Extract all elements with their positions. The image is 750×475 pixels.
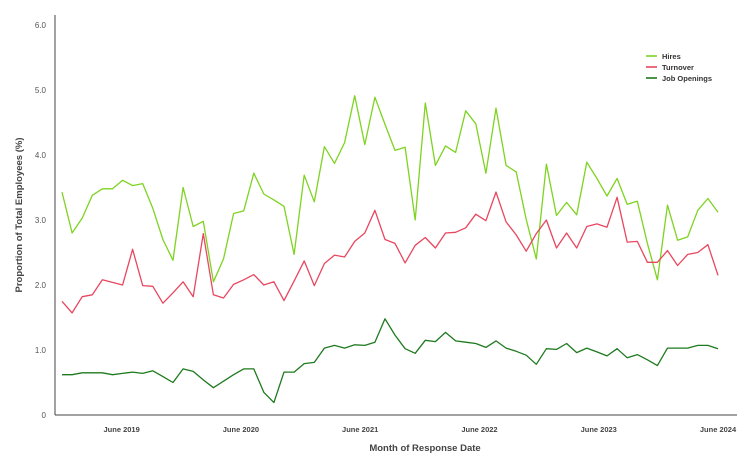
y-tick-label: 0 xyxy=(42,411,47,420)
legend: Hires Turnover Job Openings xyxy=(646,52,712,83)
x-tick-label: June 2022 xyxy=(461,425,497,434)
y-tick-label: 3.0 xyxy=(35,216,47,225)
y-tick-labels: 0 1.0 2.0 3.0 4.0 5.0 6.0 xyxy=(35,21,47,420)
x-axis-label: Month of Response Date xyxy=(369,443,480,454)
y-tick-label: 1.0 xyxy=(35,346,47,355)
x-tick-label: June 2021 xyxy=(342,425,378,434)
x-tick-label: June 2020 xyxy=(223,425,259,434)
series-lines xyxy=(61,95,719,404)
legend-label: Turnover xyxy=(662,63,694,72)
legend-label: Job Openings xyxy=(662,74,712,83)
y-tick-label: 2.0 xyxy=(35,281,47,290)
x-tick-label: June 2019 xyxy=(103,425,139,434)
y-tick-label: 4.0 xyxy=(35,151,47,160)
y-tick-label: 5.0 xyxy=(35,86,47,95)
y-tick-label: 6.0 xyxy=(35,21,47,30)
x-tick-label: June 2023 xyxy=(581,425,617,434)
series-line-job-openings xyxy=(62,318,719,404)
series-line-hires xyxy=(61,95,719,283)
series-line-turnover xyxy=(61,191,719,314)
x-tick-labels: June 2019 June 2020 June 2021 June 2022 June… xyxy=(103,425,736,434)
x-tick-label: June 2024 xyxy=(700,425,737,434)
axes xyxy=(54,15,737,416)
legend-label: Hires xyxy=(662,52,681,61)
y-axis-label: Proportion of Total Employees (%) xyxy=(14,138,25,293)
